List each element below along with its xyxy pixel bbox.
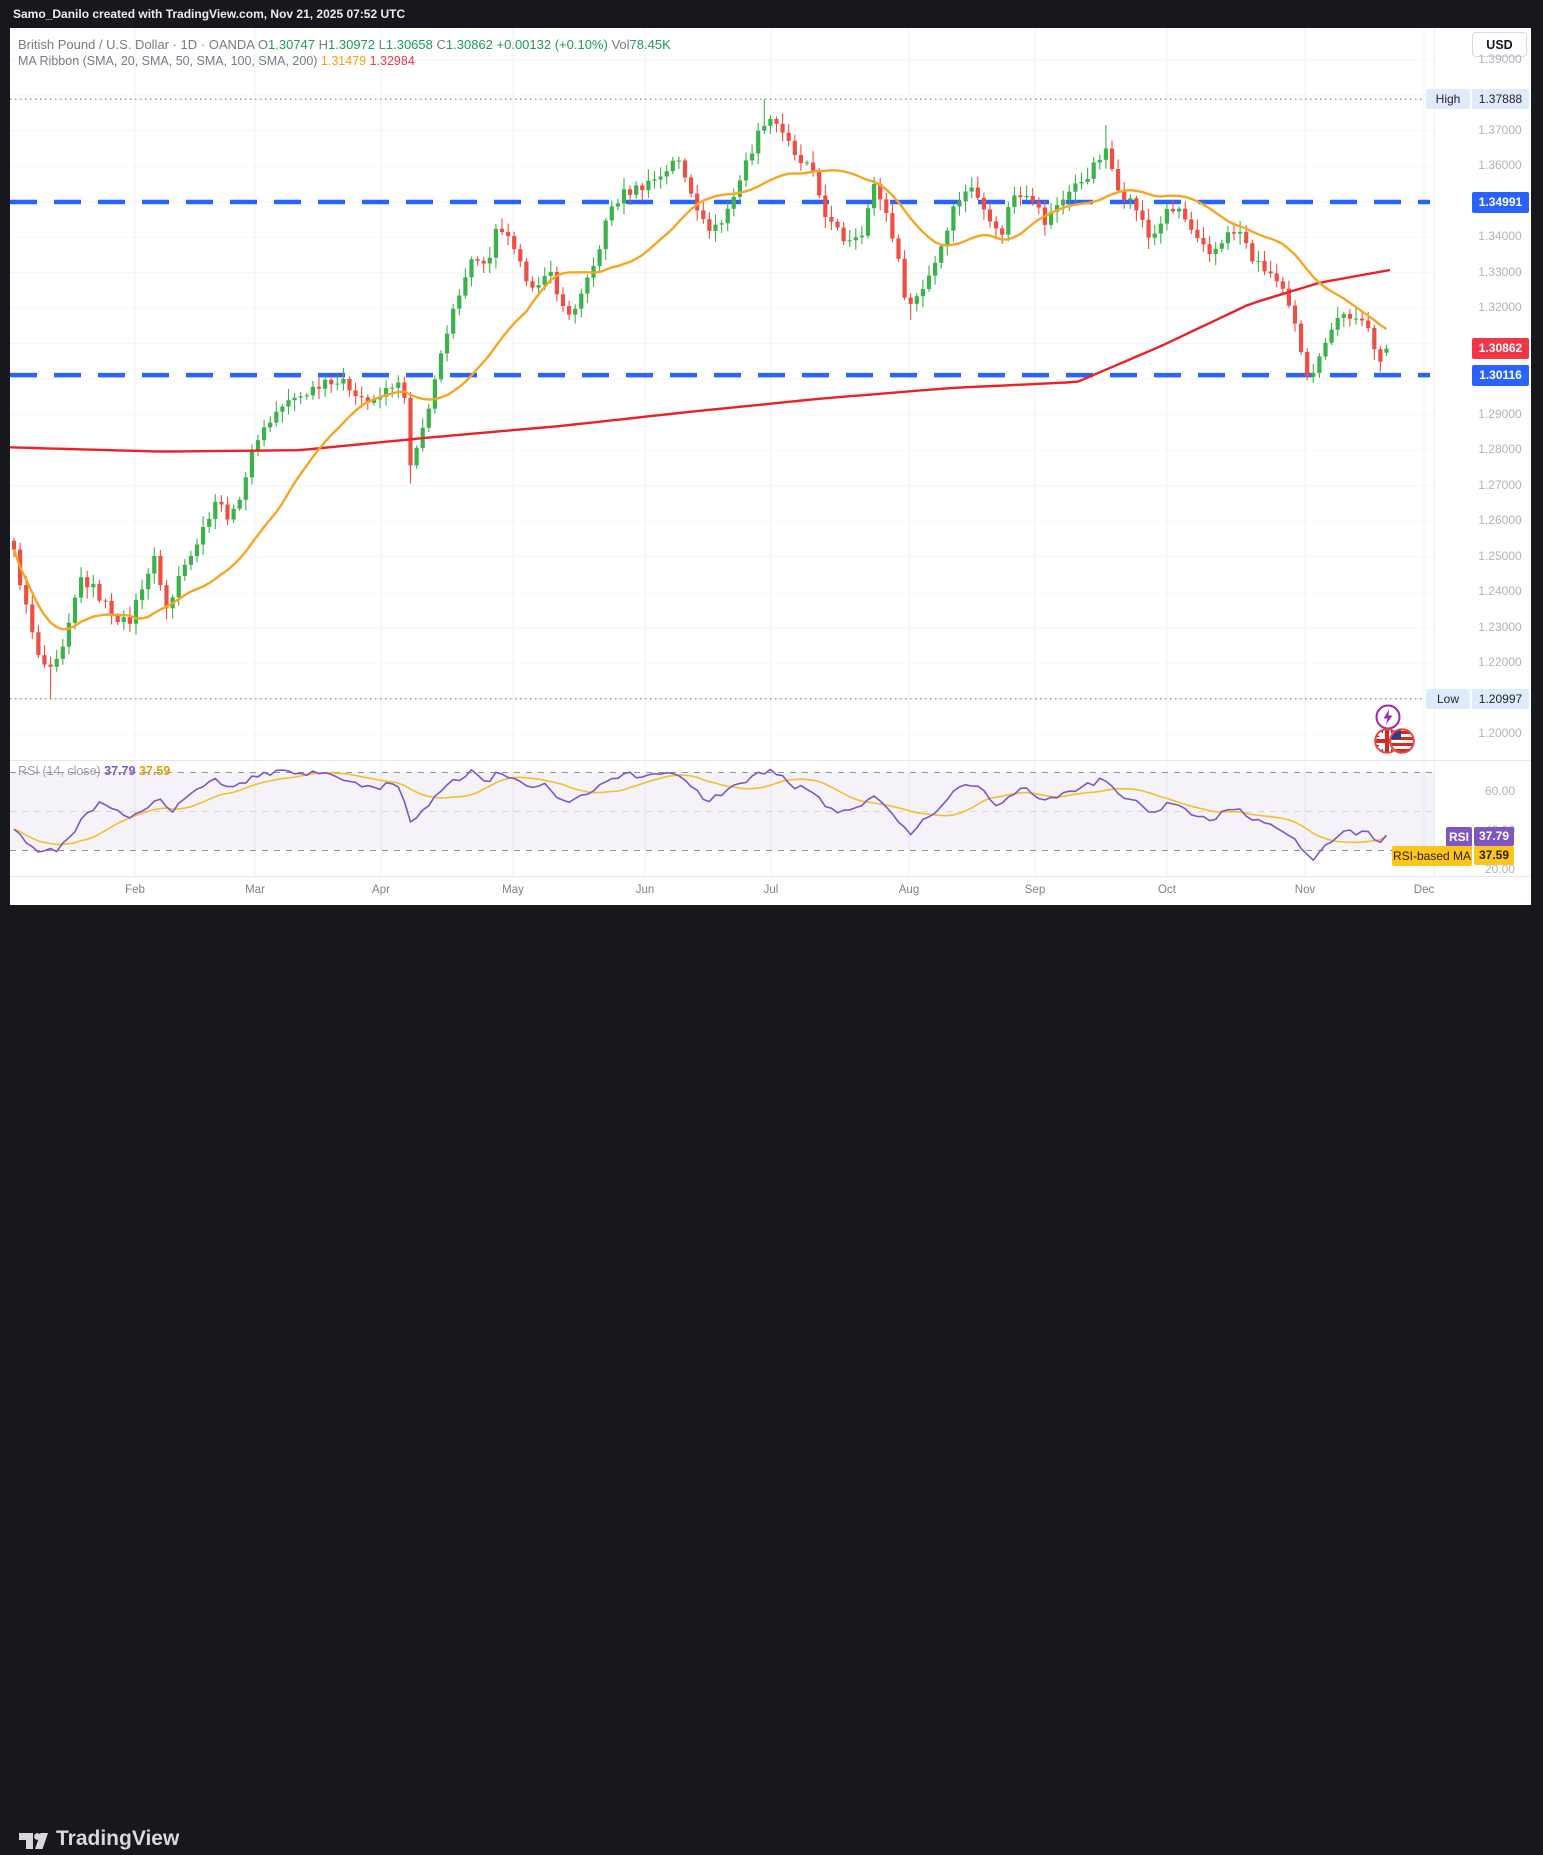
indicator-legend-line: MA Ribbon (SMA, 20, SMA, 50, SMA, 100, S… bbox=[18, 53, 671, 70]
symbol-title[interactable]: British Pound / U.S. Dollar · 1D · OANDA bbox=[18, 37, 255, 52]
sma20-value: 1.31479 bbox=[320, 54, 367, 68]
price-axis[interactable] bbox=[1434, 28, 1531, 876]
close-value: 1.30862 bbox=[445, 37, 493, 52]
chart-panel[interactable]: British Pound / U.S. Dollar · 1D · OANDA… bbox=[10, 28, 1531, 905]
tradingview-brand-text[interactable]: TradingView bbox=[56, 1827, 180, 1850]
change-value: +0.00132 (+0.10%) bbox=[496, 37, 608, 52]
open-label: O bbox=[257, 37, 268, 52]
high-label: H bbox=[318, 37, 329, 52]
chart-canvas[interactable] bbox=[10, 28, 1531, 905]
rsi-params: (14, close) bbox=[42, 764, 101, 778]
currency-toggle-button[interactable]: USD bbox=[1472, 32, 1527, 57]
ma-ribbon-title[interactable]: MA Ribbon (SMA, 20, SMA, 50, SMA, 100, S… bbox=[18, 54, 318, 68]
open-value: 1.30747 bbox=[268, 37, 315, 52]
rsi-legend: RSI (14, close) 37.79 37.59 bbox=[18, 764, 170, 778]
attribution-bar: Samo_Danilo created with TradingView.com… bbox=[0, 0, 1543, 28]
gbpusd-pair-flags-icon[interactable] bbox=[1372, 726, 1418, 756]
volume-value: 78.45K bbox=[629, 37, 671, 52]
footer-bar: TradingView bbox=[0, 905, 1543, 1850]
tradingview-logo-icon[interactable] bbox=[18, 1827, 50, 1855]
high-value: 1.30972 bbox=[328, 37, 376, 52]
attribution-text: Samo_Danilo created with TradingView.com… bbox=[13, 7, 406, 21]
low-label: L bbox=[378, 37, 386, 52]
time-axis[interactable] bbox=[10, 876, 1434, 905]
rsi-title[interactable]: RSI bbox=[18, 764, 39, 778]
rsi-value: 37.79 bbox=[104, 764, 136, 778]
sma200-value: 1.32984 bbox=[369, 54, 415, 68]
close-label: C bbox=[436, 37, 446, 52]
rsi-ma-value: 37.59 bbox=[138, 764, 171, 778]
symbol-legend-line1: British Pound / U.S. Dollar · 1D · OANDA… bbox=[18, 36, 671, 53]
volume-label: Vol bbox=[611, 37, 630, 52]
low-value: 1.30658 bbox=[385, 37, 433, 52]
symbol-legend: British Pound / U.S. Dollar · 1D · OANDA… bbox=[18, 36, 671, 70]
